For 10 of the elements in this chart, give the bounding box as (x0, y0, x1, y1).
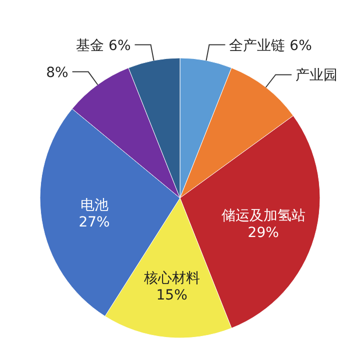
data-label: 8% (46, 64, 68, 81)
slice-label: 储运及加氢站 (221, 208, 306, 224)
slice-label: 基金 6% (76, 38, 131, 54)
data-label: 15% (156, 287, 188, 304)
slice-label: 产业园 (296, 68, 338, 84)
data-label: 29% (248, 225, 279, 242)
data-label: 27% (78, 214, 110, 231)
slice-label: 核心材料 (142, 270, 200, 286)
slice-label: 电池 (80, 198, 108, 214)
slice-label: 全产业链 6% (229, 38, 312, 54)
